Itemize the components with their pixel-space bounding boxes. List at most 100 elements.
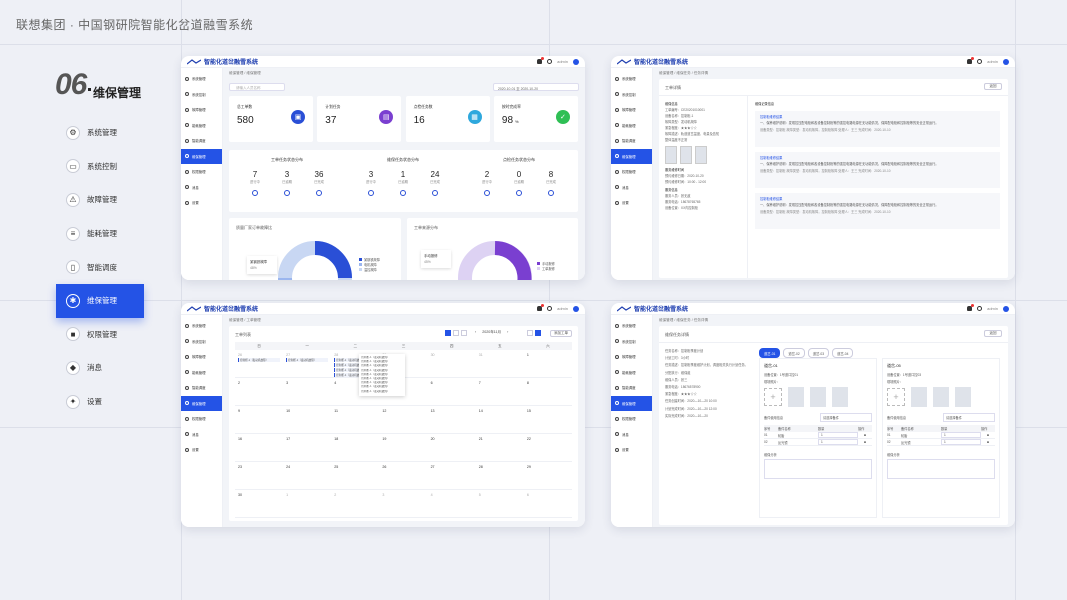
popover-event[interactable]: 控制柜-1（发动机故障）	[361, 385, 390, 389]
calendar-event[interactable]: 控制柜-1（发动机故障）	[334, 358, 377, 362]
calendar-day[interactable]: 21	[475, 434, 524, 462]
side-menu-item[interactable]: 故障管理	[611, 102, 652, 118]
calendar-day[interactable]: 30	[235, 490, 284, 518]
side-menu-item[interactable]: 智能调度	[611, 133, 652, 149]
delete-icon[interactable]: ■	[987, 433, 989, 437]
nav-item-6[interactable]: ■ 权限管理	[56, 318, 144, 352]
nav-item-7[interactable]: ◆ 消息	[56, 351, 144, 385]
cabinet-photo[interactable]	[680, 146, 692, 164]
calendar-event[interactable]: 控制柜-1（发动机故障）	[334, 373, 377, 377]
switch-tab[interactable]: 道岔-03	[807, 348, 830, 358]
day-view-button[interactable]	[461, 330, 467, 336]
side-menu-item[interactable]: 权限管理	[181, 411, 222, 427]
calendar-day[interactable]: 28 控制柜-1（发动机故障） 控制柜-1（发动机故障） 控制柜-1（发动机故障） 控制…	[331, 350, 380, 378]
avatar[interactable]	[1003, 58, 1009, 65]
calendar-day[interactable]: 2	[331, 490, 380, 518]
part-select[interactable]: 请选择备件	[943, 413, 995, 422]
quantity-stepper[interactable]: 1	[941, 432, 981, 438]
calendar-day[interactable]: 8	[523, 378, 572, 406]
calendar-event[interactable]: 控制柜-1（发动机故障）	[286, 358, 329, 362]
analysis-textarea[interactable]	[887, 459, 995, 479]
cabinet-photo[interactable]	[911, 387, 927, 407]
popover-event[interactable]: 控制柜-1（发动机故障）	[361, 356, 390, 359]
side-menu-item[interactable]: 系统管理	[611, 318, 652, 334]
side-menu-item[interactable]: 设置	[611, 442, 652, 458]
gear-icon[interactable]	[547, 306, 553, 311]
side-menu-item[interactable]: 系统管理	[611, 71, 652, 87]
grid-icon[interactable]	[535, 330, 541, 336]
side-menu-item[interactable]: 维保管理	[181, 395, 222, 411]
quantity-stepper[interactable]: 1	[818, 439, 858, 445]
cabinet-photo[interactable]	[665, 146, 677, 164]
cabinet-photo[interactable]	[955, 387, 971, 407]
side-menu-item[interactable]: 消息	[181, 427, 222, 443]
popover-event[interactable]: 控制柜-1（发动机故障）	[361, 377, 390, 381]
next-month-icon[interactable]: ›	[507, 330, 509, 334]
week-view-button[interactable]	[453, 330, 459, 336]
nav-item-4[interactable]: ▯ 智能调度	[56, 250, 144, 284]
popover-event[interactable]: 控制柜-1（发动机故障）	[361, 364, 390, 368]
bell-icon[interactable]	[967, 304, 975, 311]
calendar-day[interactable]: 9	[235, 406, 284, 434]
popover-event[interactable]: 控制柜-1（发动机故障）	[361, 360, 390, 364]
calendar-day[interactable]: 24	[283, 462, 332, 490]
bell-icon[interactable]	[967, 57, 975, 64]
calendar-day[interactable]: 25	[331, 462, 380, 490]
calendar-event[interactable]: 控制柜-1（发动机故障）	[334, 368, 377, 372]
calendar-day[interactable]: 11	[331, 406, 380, 434]
calendar-day[interactable]: 12	[379, 406, 428, 434]
side-menu-item[interactable]: 维保管理	[181, 148, 222, 164]
calendar-day[interactable]: 29	[523, 462, 572, 490]
calendar-day[interactable]: 26	[379, 462, 428, 490]
calendar-day[interactable]: 6	[427, 378, 476, 406]
back-button[interactable]: 返回	[984, 83, 1002, 90]
calendar-day[interactable]: 6	[523, 490, 572, 518]
side-menu-item[interactable]: 设置	[181, 442, 222, 458]
calendar-event[interactable]: 控制柜-1（发动机故障）	[334, 363, 377, 367]
calendar-day[interactable]: 23	[235, 462, 284, 490]
side-menu-item[interactable]: 系统管理	[181, 318, 222, 334]
list-icon[interactable]	[527, 330, 533, 336]
calendar-day[interactable]: 1	[283, 490, 332, 518]
calendar-day[interactable]: 14	[475, 406, 524, 434]
calendar-day[interactable]: 27 控制柜-1（发动机故障）	[283, 350, 332, 378]
side-menu-item[interactable]: 消息	[181, 180, 222, 196]
nav-item-5[interactable]: ✱ 维保管理	[56, 283, 144, 318]
calendar-day[interactable]: 16	[235, 434, 284, 462]
avatar[interactable]	[1003, 305, 1009, 312]
calendar-day[interactable]: 7	[475, 378, 524, 406]
side-menu-item[interactable]: 智能调度	[611, 380, 652, 396]
switch-tab[interactable]: 道岔-04	[832, 348, 854, 358]
side-menu-item[interactable]: 消息	[611, 180, 652, 196]
calendar-day[interactable]: 1	[523, 350, 572, 378]
delete-icon[interactable]: ■	[864, 433, 866, 437]
popover-event[interactable]: 控制柜-1（发动机故障）	[361, 381, 390, 385]
gear-icon[interactable]	[977, 306, 983, 311]
side-menu-item[interactable]: 能耗管理	[611, 118, 652, 134]
calendar-day[interactable]: 22	[523, 434, 572, 462]
date-range-picker[interactable]: 2020-10-01 至 2020-10-20	[493, 83, 579, 91]
switch-tab[interactable]: 道岔-01	[759, 348, 781, 358]
gear-icon[interactable]	[977, 59, 983, 64]
nav-item-1[interactable]: ▭ 系统控制	[56, 150, 144, 184]
cabinet-photo[interactable]	[810, 387, 826, 407]
calendar-day[interactable]: 13	[427, 406, 476, 434]
nav-item-3[interactable]: ≡ 能耗管理	[56, 217, 144, 251]
calendar-day[interactable]: 27	[427, 462, 476, 490]
cabinet-photo[interactable]	[695, 146, 707, 164]
calendar-day[interactable]: 10	[283, 406, 332, 434]
add-photo-icon[interactable]: +	[887, 388, 905, 406]
nav-item-0[interactable]: ⚙ 系统管理	[56, 116, 144, 150]
side-menu-item[interactable]: 维保管理	[611, 395, 652, 411]
side-menu-item[interactable]: 系统管理	[181, 71, 222, 87]
search-input[interactable]: 请输入人员名称	[229, 83, 285, 91]
avatar[interactable]	[573, 58, 579, 65]
side-menu-item[interactable]: 权限管理	[611, 411, 652, 427]
side-menu-item[interactable]: 故障管理	[181, 349, 222, 365]
add-work-order-button[interactable]: 添加工单	[550, 330, 572, 337]
back-button[interactable]: 返回	[984, 330, 1002, 337]
calendar-day[interactable]: 3	[379, 490, 428, 518]
quantity-stepper[interactable]: 1	[818, 432, 858, 438]
avatar[interactable]	[573, 305, 579, 312]
side-menu-item[interactable]: 智能调度	[181, 380, 222, 396]
